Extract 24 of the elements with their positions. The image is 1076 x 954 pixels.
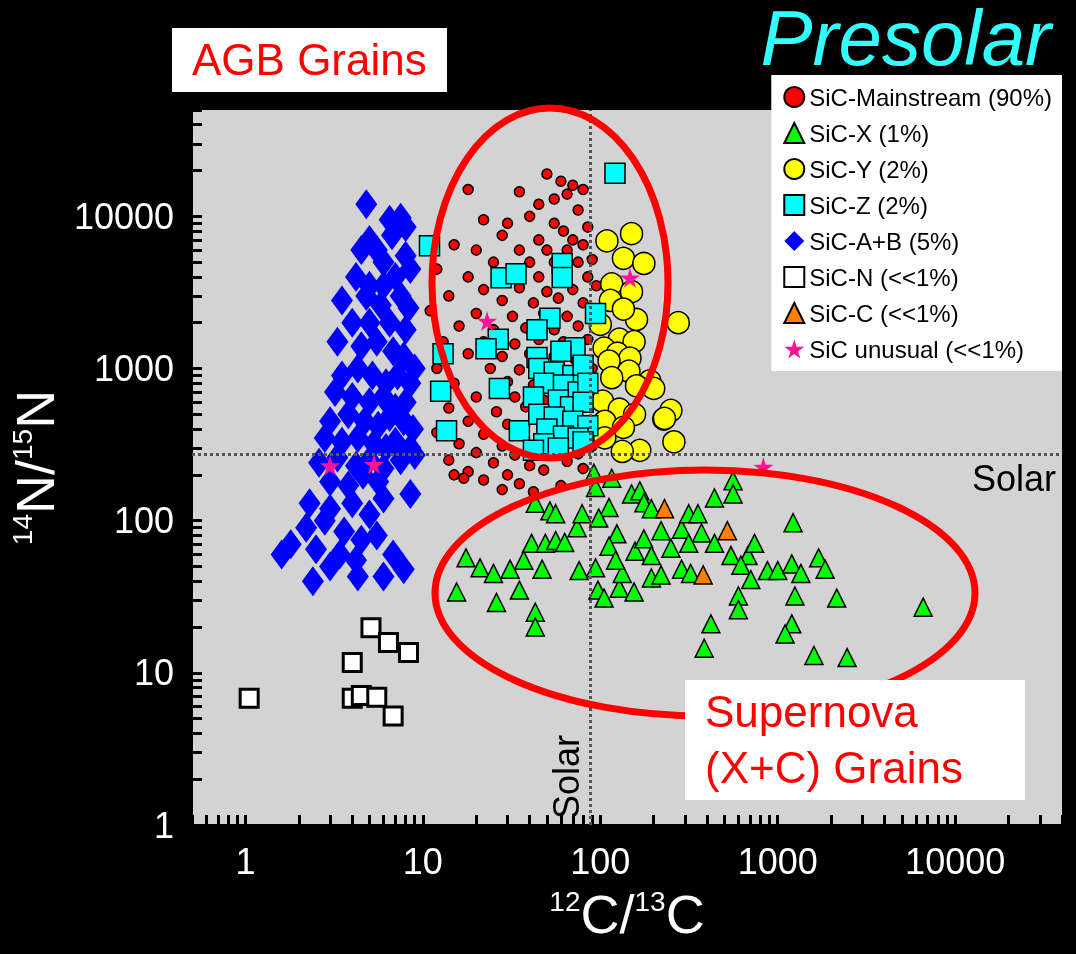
chart-title: Presolar [760, 0, 1055, 82]
y-tick-label: 1000 [93, 348, 174, 390]
legend-label: SiC-N (<<1%) [809, 263, 959, 291]
text: AGB Grains [172, 28, 447, 92]
x-tick-label: 10000 [905, 840, 1006, 882]
legend-label: SiC-Z (2%) [809, 191, 928, 219]
x-tick-label: 1 [235, 840, 256, 882]
ref-line-label: Solar [545, 734, 587, 819]
x-tick-label: 100 [570, 840, 631, 882]
legend-label: SiC-Y (2%) [809, 155, 929, 183]
legend-label: SiC-C (<<1%) [809, 299, 959, 327]
ref-line-label: Solar [971, 458, 1057, 500]
x-tick-label: 1000 [737, 840, 818, 882]
annotation: Supernova (X+C) Grains [685, 680, 1025, 800]
y-tick-label: 100 [113, 500, 174, 542]
y-tick-label: 10 [133, 652, 174, 694]
y-tick-label: 1 [153, 804, 174, 846]
y-tick-label: 10000 [73, 195, 174, 237]
x-tick-label: 10 [402, 840, 443, 882]
legend-label: SiC-X (1%) [809, 119, 930, 147]
y-axis-title: 14N/15N [5, 389, 65, 546]
legend-label: SiC-Mainstream (90%) [809, 83, 1052, 111]
legend-label: SiC unusual (<<1%) [809, 335, 1025, 363]
legend-label: SiC-A+B (5%) [809, 227, 960, 255]
